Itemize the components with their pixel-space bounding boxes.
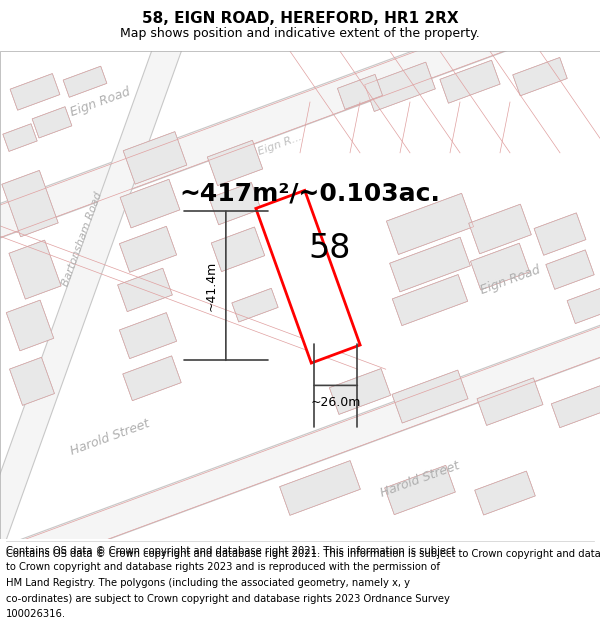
Text: Map shows position and indicative extent of the property.: Map shows position and indicative extent… — [120, 27, 480, 40]
Text: 58: 58 — [309, 232, 351, 265]
Polygon shape — [119, 312, 176, 359]
Polygon shape — [256, 191, 360, 363]
Text: co-ordinates) are subject to Crown copyright and database rights 2023 Ordnance S: co-ordinates) are subject to Crown copyr… — [6, 594, 450, 604]
Polygon shape — [118, 268, 172, 312]
Polygon shape — [208, 141, 263, 186]
Text: Eign R...: Eign R... — [257, 132, 304, 158]
Text: Harold Street: Harold Street — [379, 459, 461, 500]
Text: Eign Road: Eign Road — [68, 85, 132, 119]
Text: to Crown copyright and database rights 2023 and is reproduced with the permissio: to Crown copyright and database rights 2… — [6, 562, 440, 572]
Polygon shape — [440, 60, 500, 103]
Polygon shape — [10, 74, 60, 110]
Polygon shape — [0, 0, 600, 271]
Polygon shape — [280, 461, 361, 515]
Polygon shape — [32, 107, 72, 138]
Polygon shape — [0, 299, 600, 606]
Polygon shape — [6, 300, 54, 351]
Text: ~41.4m: ~41.4m — [205, 261, 218, 311]
Polygon shape — [386, 193, 473, 254]
Polygon shape — [475, 471, 535, 515]
Polygon shape — [389, 238, 470, 292]
Polygon shape — [477, 378, 543, 426]
Text: Harold Street: Harold Street — [68, 417, 151, 457]
Polygon shape — [209, 182, 261, 225]
Polygon shape — [469, 204, 532, 254]
Polygon shape — [123, 356, 181, 401]
Text: ~26.0m: ~26.0m — [311, 396, 361, 409]
Text: Eign Road: Eign Road — [478, 263, 542, 297]
Text: Contains OS data © Crown copyright and database right 2021. This information is : Contains OS data © Crown copyright and d… — [6, 546, 455, 556]
Text: Contains OS data © Crown copyright and database right 2021. This information is : Contains OS data © Crown copyright and d… — [6, 549, 600, 559]
Polygon shape — [10, 357, 55, 406]
Polygon shape — [63, 66, 107, 98]
Polygon shape — [337, 74, 383, 109]
Polygon shape — [546, 250, 594, 289]
Polygon shape — [2, 171, 58, 237]
Text: ~417m²/~0.103ac.: ~417m²/~0.103ac. — [179, 181, 440, 206]
Polygon shape — [211, 227, 265, 272]
Text: Bartonsham Road: Bartonsham Road — [60, 191, 104, 288]
Polygon shape — [365, 62, 436, 111]
Polygon shape — [120, 179, 180, 228]
Polygon shape — [123, 132, 187, 184]
Polygon shape — [551, 386, 600, 428]
Polygon shape — [470, 243, 530, 290]
Polygon shape — [392, 370, 468, 423]
Text: 100026316.: 100026316. — [6, 609, 66, 619]
Polygon shape — [232, 288, 278, 322]
Polygon shape — [513, 58, 567, 96]
Text: HM Land Registry. The polygons (including the associated geometry, namely x, y: HM Land Registry. The polygons (includin… — [6, 578, 410, 587]
Polygon shape — [534, 213, 586, 255]
Polygon shape — [119, 226, 176, 272]
Text: 58, EIGN ROAD, HEREFORD, HR1 2RX: 58, EIGN ROAD, HEREFORD, HR1 2RX — [142, 11, 458, 26]
Polygon shape — [385, 466, 455, 514]
Polygon shape — [3, 124, 37, 151]
Polygon shape — [329, 369, 391, 414]
Polygon shape — [392, 274, 467, 326]
Polygon shape — [0, 0, 206, 556]
Polygon shape — [9, 240, 61, 299]
Polygon shape — [567, 287, 600, 324]
